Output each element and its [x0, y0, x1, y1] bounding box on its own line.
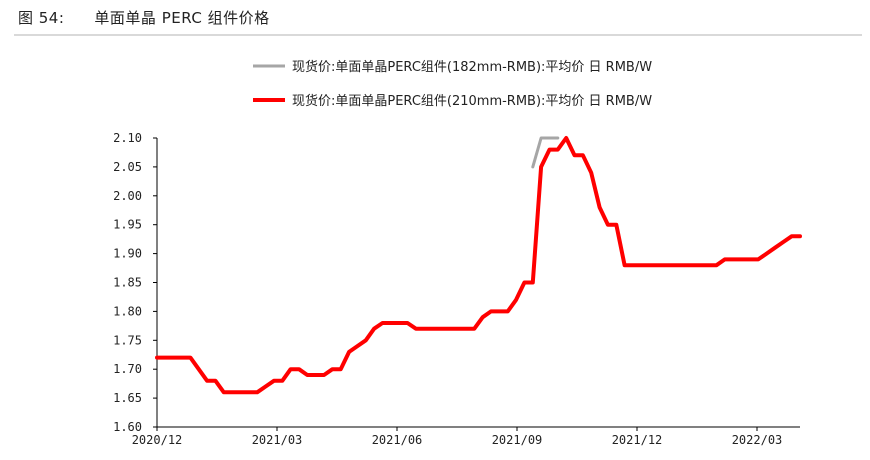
title-divider — [14, 34, 862, 36]
y-tick-label: 2.10 — [113, 131, 142, 145]
x-tick-label: 2022/03 — [732, 433, 783, 447]
legend: 现货价:单面单晶PERC组件(182mm-RMB):平均价 日 RMB/W 现货价… — [253, 59, 652, 109]
series-line-1 — [531, 136, 560, 169]
figure-title: 图 54: 单面单晶 PERC 组件价格 — [18, 7, 270, 28]
legend-label-1: 现货价:单面单晶PERC组件(182mm-RMB):平均价 日 RMB/W — [292, 59, 652, 75]
y-tick-label: 1.60 — [113, 420, 142, 434]
figure-caption: 单面单晶 PERC 组件价格 — [94, 9, 270, 27]
x-tick-label: 2021/12 — [612, 433, 663, 447]
y-tick-label: 1.65 — [113, 391, 142, 405]
y-tick-label: 2.00 — [113, 189, 142, 203]
y-tick-label: 1.75 — [113, 333, 142, 347]
series-line-2 — [155, 136, 802, 395]
legend-label-2: 现货价:单面单晶PERC组件(210mm-RMB):平均价 日 RMB/W — [292, 93, 652, 109]
x-tick-label: 2021/09 — [492, 433, 543, 447]
figure-number: 图 54: — [18, 9, 65, 27]
x-tick-label: 2021/03 — [252, 433, 303, 447]
plot-area — [155, 136, 802, 395]
y-tick-label: 1.95 — [113, 218, 142, 232]
x-tick-label: 2021/06 — [372, 433, 423, 447]
y-tick-label: 1.70 — [113, 362, 142, 376]
y-tick-label: 2.05 — [113, 160, 142, 174]
y-tick-label: 1.90 — [113, 247, 142, 261]
x-axis: 2020/12 2021/03 2021/06 2021/09 2021/12 2022/… — [132, 426, 800, 447]
x-tick-label: 2020/12 — [132, 433, 183, 447]
y-tick-label: 1.80 — [113, 304, 142, 318]
y-axis: 1.60 1.65 1.70 1.75 1.80 1.85 1.90 1.95 2.00 2.05… — [113, 131, 158, 434]
y-tick-label: 1.85 — [113, 276, 142, 290]
